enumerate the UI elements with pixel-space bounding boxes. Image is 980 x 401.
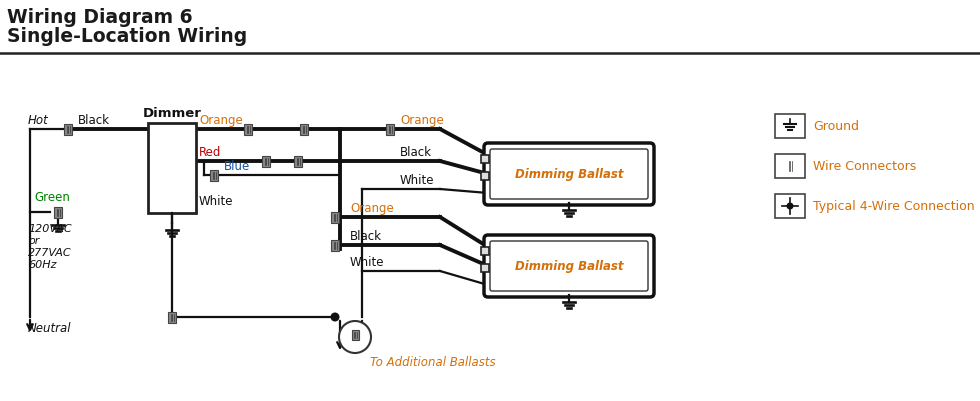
Text: 277VAC: 277VAC [28,247,72,257]
Bar [481,247,489,255]
Text: Ground: Ground [813,120,859,133]
Text: Dimming Ballast: Dimming Ballast [514,260,623,273]
FancyBboxPatch shape [484,235,654,297]
Text: Black: Black [350,229,382,242]
Circle shape [339,321,371,353]
Bar [775,194,805,219]
Text: Dimming Ballast: Dimming Ballast [514,168,623,181]
Text: White: White [199,194,233,207]
Bar [775,155,805,178]
Text: White: White [400,174,434,186]
Bar [244,124,252,135]
Text: Dimmer: Dimmer [142,107,202,120]
Bar [785,160,795,174]
FancyBboxPatch shape [490,241,648,291]
FancyBboxPatch shape [490,150,648,200]
Text: Hot: Hot [28,114,49,127]
Text: Wire Connectors: Wire Connectors [813,160,916,173]
Text: Blue: Blue [224,160,250,172]
Bar [300,124,308,135]
Bar [262,156,270,167]
Text: Single-Location Wiring: Single-Location Wiring [7,27,247,46]
Bar [168,312,176,323]
Text: Red: Red [199,146,221,159]
Text: Orange: Orange [350,201,394,215]
Text: Typical 4-Wire Connection: Typical 4-Wire Connection [813,200,975,213]
Text: To Additional Ballasts: To Additional Ballasts [370,355,496,368]
Text: Orange: Orange [199,114,243,127]
Text: White: White [350,255,384,268]
Bar [775,115,805,139]
Bar [331,212,339,223]
Bar [331,240,339,251]
Bar [294,156,302,167]
Text: 60Hz: 60Hz [28,259,57,269]
Bar [210,170,218,181]
FancyBboxPatch shape [484,144,654,205]
Bar [481,172,489,180]
Bar [481,156,489,164]
Bar [386,124,394,135]
Text: Black: Black [78,114,110,127]
Circle shape [787,203,794,210]
Text: Neutral: Neutral [28,321,72,334]
Bar [352,330,359,340]
Text: Black: Black [400,146,432,159]
Text: Orange: Orange [400,114,444,127]
Bar [148,124,196,213]
Bar [64,124,72,135]
Bar [54,207,62,218]
Bar [481,264,489,272]
Text: Wiring Diagram 6: Wiring Diagram 6 [7,8,193,27]
Text: Green: Green [34,190,70,203]
Circle shape [330,313,339,322]
Text: 120VAC: 120VAC [28,223,72,233]
Text: or: or [28,235,39,245]
